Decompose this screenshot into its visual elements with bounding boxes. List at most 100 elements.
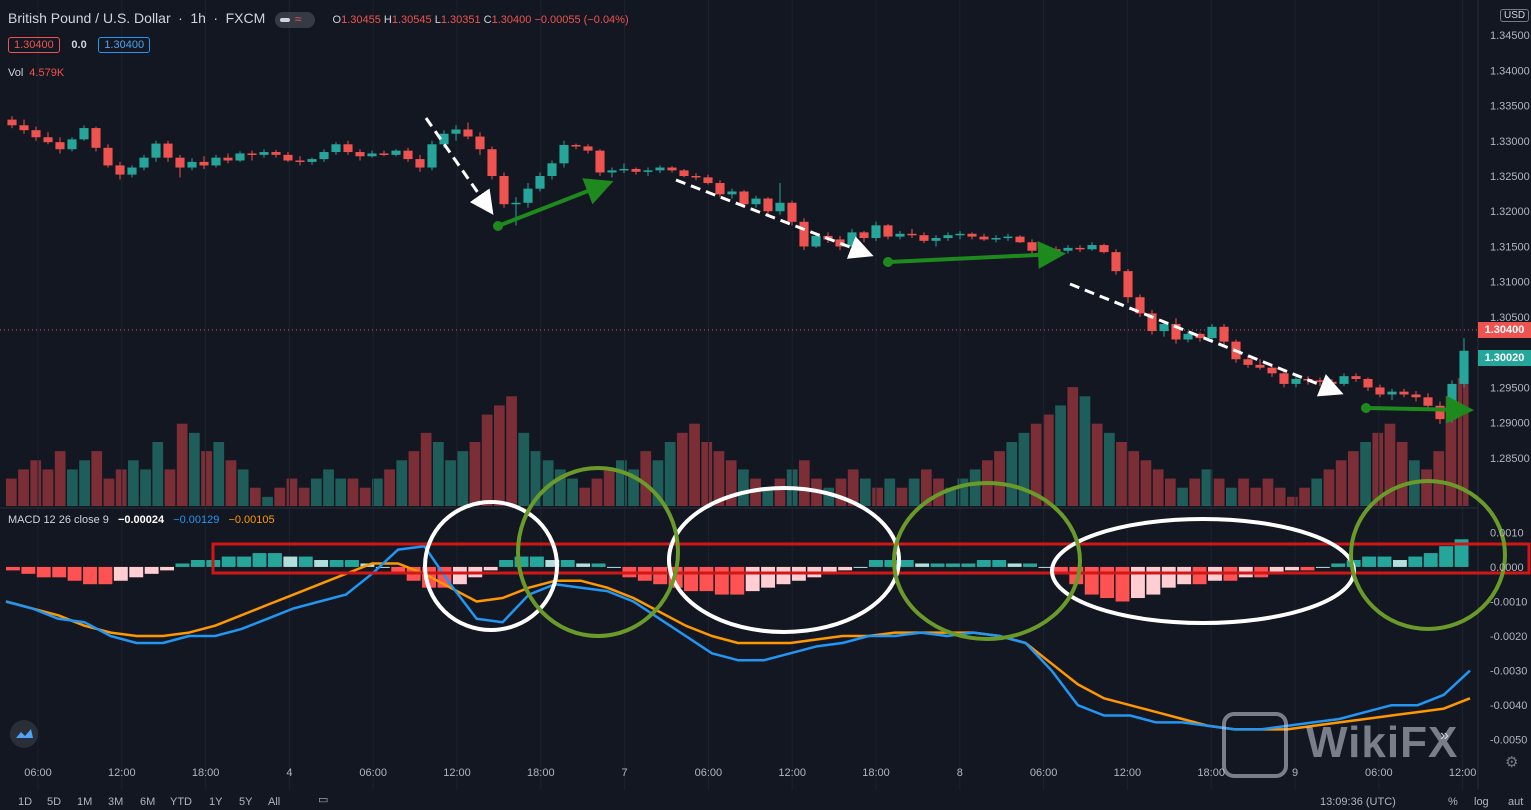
range-all-button[interactable]: All (268, 796, 281, 808)
volume-legend[interactable]: Vol 4.579K (8, 67, 64, 79)
range-1d-button[interactable]: 1D (18, 796, 33, 808)
sell-price-button[interactable]: 1.30400 (8, 36, 60, 53)
macd-legend[interactable]: MACD 12 26 close 9 −0.00024 −0.00129 −0.… (8, 514, 275, 526)
macd-histogram-bar (252, 553, 267, 567)
volume-bar (1043, 414, 1054, 506)
macd-label: MACD 12 26 close 9 (8, 514, 109, 526)
candle-body (775, 202, 785, 212)
volume-bar (1238, 478, 1249, 506)
candle-body (523, 188, 533, 203)
currency-button[interactable]: USD (1500, 9, 1530, 22)
time-tick-label: 8 (957, 767, 963, 779)
price-tick-label: 1.32500 (1490, 171, 1530, 183)
tradingview-logo-icon[interactable] (10, 720, 38, 748)
volume-label: Vol (8, 67, 24, 79)
arrow-anchor-point[interactable] (883, 257, 893, 267)
arrow-anchor-point[interactable] (493, 221, 503, 231)
trend-arrow-green[interactable] (1365, 395, 1474, 424)
macd-tick-label: -0.0010 (1490, 596, 1527, 608)
volume-bar (1433, 451, 1445, 506)
candle-body (1291, 378, 1301, 384)
candle-body (811, 235, 821, 247)
volume-bar (1067, 387, 1079, 506)
candle-body (691, 176, 701, 178)
volume-bar (921, 469, 932, 506)
trend-arrow-green[interactable] (887, 240, 1066, 269)
range-3m-button[interactable]: 3M (108, 796, 124, 808)
candle-body (391, 150, 401, 155)
macd-histogram-bar (36, 566, 51, 578)
volume-bar (1348, 451, 1359, 506)
volume-bar (738, 469, 749, 506)
utc-clock[interactable]: 13:09:36 (UTC) (1320, 796, 1396, 808)
trend-arrow-dashed[interactable] (1069, 282, 1344, 397)
candle-body (1423, 397, 1433, 406)
macd-histogram-bar (52, 566, 67, 578)
volume-bar (128, 460, 139, 506)
signal-value: −0.00129 (173, 514, 220, 526)
volume-bar (1152, 469, 1164, 506)
interval-label[interactable]: 1h (190, 10, 206, 26)
candle-body (1255, 364, 1265, 368)
volume-bar (701, 442, 713, 506)
percent-toggle[interactable]: % (1448, 796, 1458, 808)
volume-bar (969, 469, 981, 506)
log-toggle[interactable]: log (1474, 796, 1489, 808)
macd-histogram-bar (298, 556, 313, 567)
histogram-value: −0.00105 (228, 514, 275, 526)
candle-body (1159, 324, 1169, 332)
volume-bar (372, 478, 383, 506)
scroll-to-realtime-icon[interactable]: » (1440, 727, 1449, 744)
volume-bar (115, 469, 127, 506)
time-tick-label: 06:00 (359, 767, 387, 779)
candle-body (199, 161, 209, 166)
candle-body (739, 191, 749, 205)
candle-body (751, 198, 761, 205)
volume-bar (664, 442, 676, 506)
highlight-ellipse-green[interactable] (892, 481, 1082, 641)
highlight-ellipse-white[interactable] (423, 500, 559, 632)
range-1m-button[interactable]: 1M (77, 796, 93, 808)
range-ytd-button[interactable]: YTD (170, 796, 192, 808)
arrow-anchor-point[interactable] (1361, 403, 1371, 413)
macd-tick-label: 0.0000 (1490, 562, 1524, 574)
candle-body (235, 153, 245, 161)
macd-histogram-bar (946, 563, 960, 567)
volume-bar (518, 432, 530, 506)
highlight-ellipse-white[interactable] (667, 486, 901, 634)
auto-toggle[interactable]: aut (1508, 796, 1524, 808)
candle-body (919, 235, 929, 241)
minus-icon (279, 17, 290, 22)
macd-histogram-bar (1408, 556, 1423, 567)
highlight-ellipse-green[interactable] (1349, 479, 1507, 631)
candle-body (1075, 247, 1085, 250)
calendar-icon[interactable]: ▭ (318, 794, 329, 806)
trend-arrow-green[interactable] (497, 178, 614, 228)
range-1y-button[interactable]: 1Y (209, 796, 223, 808)
time-tick-label: 12:00 (778, 767, 806, 779)
volume-bar (494, 405, 505, 506)
volume-bar (689, 423, 700, 506)
volume-bar (54, 451, 66, 506)
range-5y-button[interactable]: 5Y (239, 796, 253, 808)
trend-arrow-dashed[interactable] (424, 117, 494, 215)
gear-icon[interactable]: ⚙ (1505, 754, 1519, 771)
range-6m-button[interactable]: 6M (140, 796, 156, 808)
time-tick-label: 18:00 (862, 767, 890, 779)
macd-histogram-bar (98, 566, 113, 585)
highlight-rectangle[interactable] (211, 542, 1531, 575)
candle-body (259, 152, 269, 155)
symbol-legend[interactable]: British Pound / U.S. Dollar · 1h · FXCM … (8, 10, 629, 28)
range-5d-button[interactable]: 5D (47, 796, 62, 808)
market-status-pill[interactable]: ≈ (274, 11, 315, 28)
spread-value: 0.0 (71, 39, 87, 51)
bid-ask-row: 1.30400 0.0 1.30400 (8, 36, 151, 53)
highlight-ellipse-green[interactable] (516, 466, 680, 638)
candle-body (307, 159, 317, 162)
symbol-name[interactable]: British Pound / U.S. Dollar (8, 10, 171, 26)
candle-body (139, 157, 149, 168)
trend-arrow-dashed[interactable] (675, 178, 874, 259)
buy-price-button[interactable]: 1.30400 (98, 36, 151, 53)
macd-histogram-bar (21, 566, 36, 574)
